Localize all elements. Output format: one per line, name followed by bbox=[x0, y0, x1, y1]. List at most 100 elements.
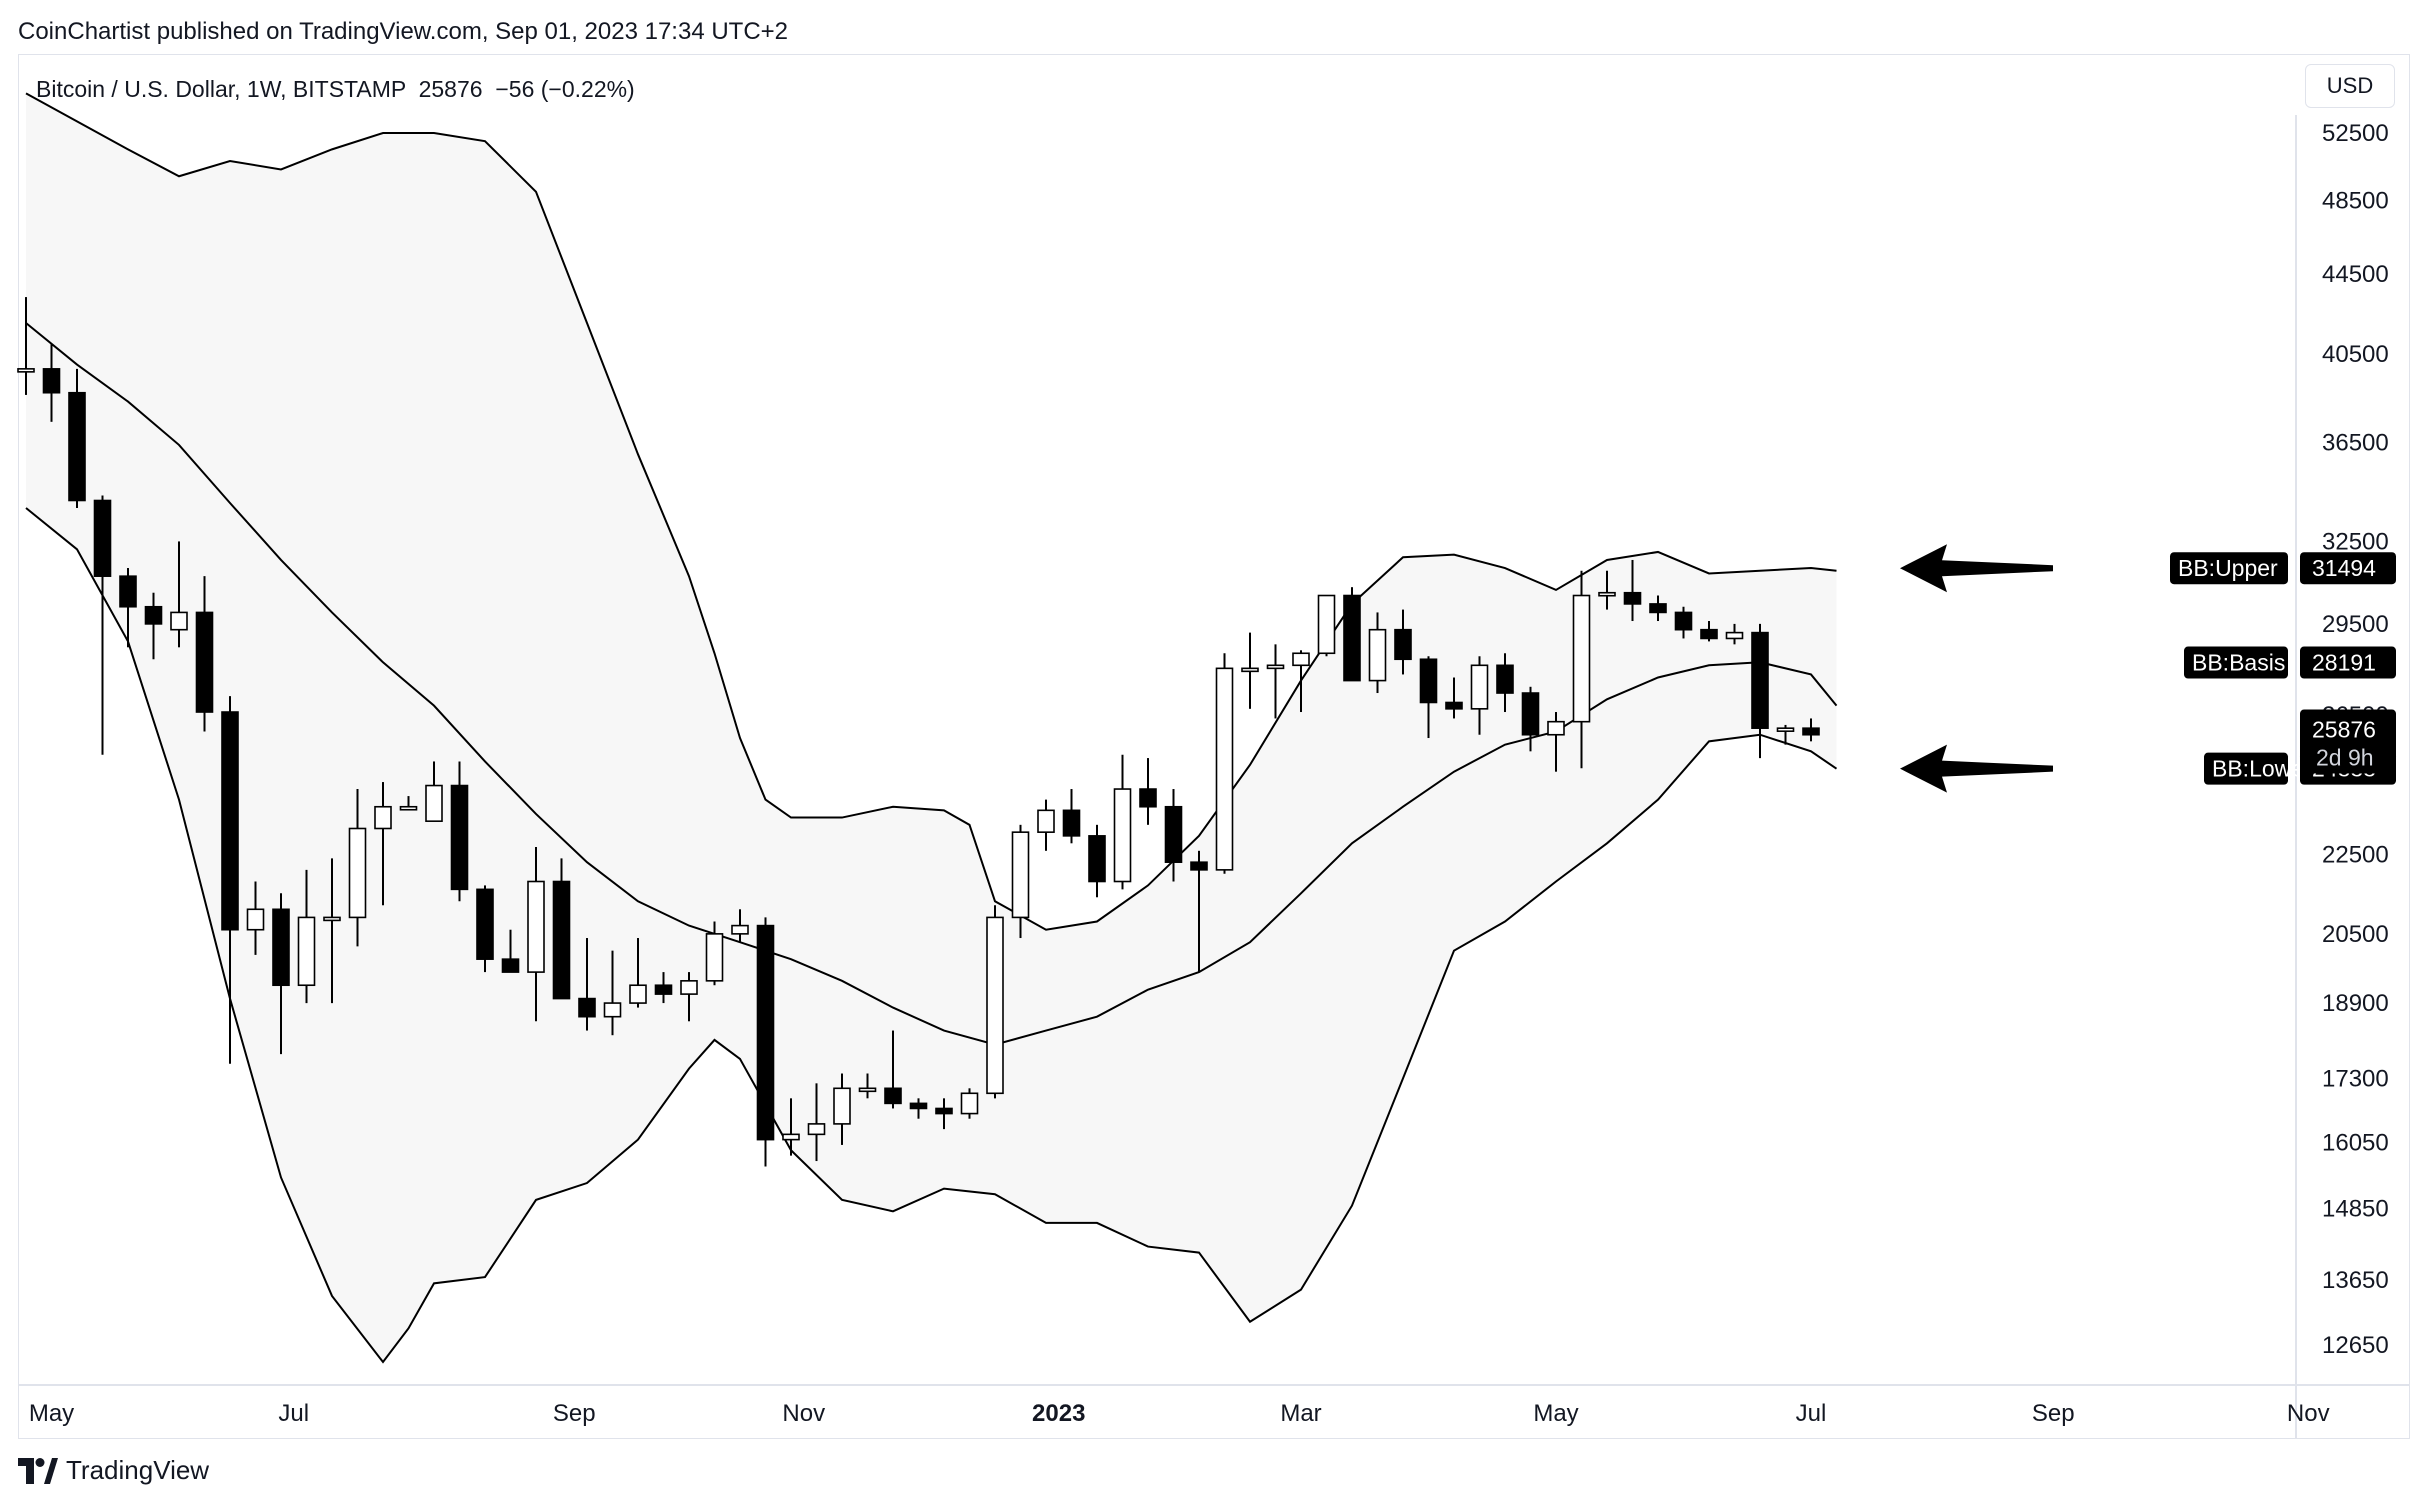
candle bbox=[476, 885, 494, 973]
candle bbox=[1649, 595, 1667, 622]
candle bbox=[1011, 824, 1030, 939]
chart-frame bbox=[18, 54, 2410, 1439]
arrow-icon bbox=[1900, 544, 2053, 593]
time-axis[interactable]: May Jul Sep Nov 2023 Mar May Jul Sep Nov bbox=[29, 1400, 2330, 1427]
y-tick-label: 29500 bbox=[2322, 611, 2389, 638]
candle bbox=[425, 761, 443, 822]
x-tick-label: Sep bbox=[2032, 1400, 2075, 1427]
candle-body bbox=[374, 805, 392, 830]
tag-label-box bbox=[2184, 646, 2288, 679]
y-tick-label: 16050 bbox=[2322, 1129, 2389, 1156]
candle-body bbox=[1700, 628, 1718, 640]
candle bbox=[399, 796, 418, 811]
candle-body bbox=[1521, 692, 1540, 736]
y-tick-label: 14850 bbox=[2322, 1195, 2389, 1222]
candle-body bbox=[42, 368, 61, 394]
candle bbox=[1674, 606, 1693, 639]
candle-body bbox=[552, 880, 571, 1000]
candle-body bbox=[680, 980, 698, 995]
candle bbox=[1241, 632, 1259, 709]
publisher-line: CoinChartist published on TradingView.co… bbox=[18, 18, 789, 45]
tag-label-box bbox=[2204, 752, 2288, 785]
x-tick-label: Sep bbox=[553, 1400, 596, 1427]
candle bbox=[654, 972, 673, 1004]
candle bbox=[1776, 724, 1795, 745]
candle-body bbox=[1164, 805, 1183, 863]
candle-body bbox=[731, 924, 749, 935]
tag-label-box bbox=[2170, 552, 2288, 585]
candle-body bbox=[1496, 664, 1514, 694]
candles bbox=[17, 297, 1820, 1167]
y-tick-label: 32500 bbox=[2322, 528, 2389, 555]
candle-body bbox=[297, 916, 316, 987]
candle-body bbox=[119, 575, 137, 608]
x-tick-label: May bbox=[29, 1400, 74, 1427]
tag-value: 28191 bbox=[2312, 650, 2376, 676]
x-tick-label: Mar bbox=[1280, 1400, 1321, 1427]
candle bbox=[170, 541, 188, 648]
candle bbox=[1496, 653, 1514, 713]
y-tick-label: 13650 bbox=[2322, 1267, 2389, 1294]
candle-body bbox=[884, 1087, 902, 1105]
candle bbox=[1139, 758, 1157, 825]
candle-body bbox=[705, 933, 724, 982]
band-tag: BB:Upper 31494 bbox=[2170, 552, 2396, 585]
candle bbox=[1725, 623, 1744, 645]
footer-brand[interactable]: TradingView bbox=[18, 1455, 209, 1486]
tag-value-box bbox=[2300, 552, 2396, 585]
candle bbox=[42, 343, 61, 422]
candle-body bbox=[1266, 664, 1285, 670]
candle-body bbox=[1062, 809, 1081, 837]
candle-body bbox=[1598, 591, 1616, 597]
candle-body bbox=[272, 908, 290, 987]
candle-body bbox=[1343, 594, 1361, 682]
candle-body bbox=[425, 784, 443, 822]
candle bbox=[1623, 559, 1642, 622]
candle bbox=[578, 938, 596, 1031]
price-axis[interactable]: 5250048500445004050036500325002950026500… bbox=[2322, 120, 2389, 1359]
candle bbox=[246, 881, 265, 955]
candle-body bbox=[1623, 591, 1642, 605]
candle bbox=[756, 917, 775, 1167]
candle bbox=[1062, 789, 1081, 844]
candle bbox=[680, 972, 698, 1022]
candle-body bbox=[68, 391, 86, 502]
candle bbox=[960, 1088, 979, 1119]
band-fill bbox=[26, 93, 1837, 1362]
x-tick-label: 2023 bbox=[1032, 1400, 1085, 1427]
candle bbox=[705, 921, 724, 986]
candle bbox=[858, 1073, 877, 1099]
last-price-value: 25876 bbox=[2312, 717, 2376, 743]
candle-body bbox=[1445, 701, 1463, 710]
annotations bbox=[1900, 544, 2053, 793]
candle bbox=[1802, 718, 1820, 742]
candle-body bbox=[833, 1087, 851, 1125]
candle bbox=[1113, 754, 1132, 890]
candle bbox=[986, 905, 1004, 1099]
candle bbox=[195, 576, 214, 732]
candle bbox=[1572, 570, 1591, 769]
candle-body bbox=[782, 1133, 800, 1141]
symbol-legend: Bitcoin / U.S. Dollar, 1W, BITSTAMP 2587… bbox=[36, 76, 635, 103]
candle-body bbox=[450, 784, 469, 891]
candle bbox=[1292, 650, 1310, 713]
x-tick-label: Jul bbox=[1796, 1400, 1827, 1427]
candle bbox=[1445, 677, 1463, 719]
candle-body bbox=[144, 605, 163, 625]
x-tick-label: Jul bbox=[278, 1400, 309, 1427]
tag-label: BB:Lower bbox=[2212, 756, 2312, 782]
candle-body bbox=[93, 499, 112, 577]
candle bbox=[1164, 789, 1183, 882]
candle-body bbox=[246, 908, 265, 931]
candle bbox=[833, 1073, 851, 1145]
candle bbox=[552, 858, 571, 1000]
candle-body bbox=[1776, 727, 1795, 732]
candle bbox=[884, 1030, 902, 1109]
candle-body bbox=[1649, 603, 1667, 614]
candle-body bbox=[399, 805, 418, 811]
y-tick-label: 48500 bbox=[2322, 187, 2389, 214]
candle-body bbox=[1674, 611, 1693, 631]
currency-button[interactable]: USD bbox=[2305, 64, 2395, 108]
candle-body bbox=[1011, 831, 1030, 919]
